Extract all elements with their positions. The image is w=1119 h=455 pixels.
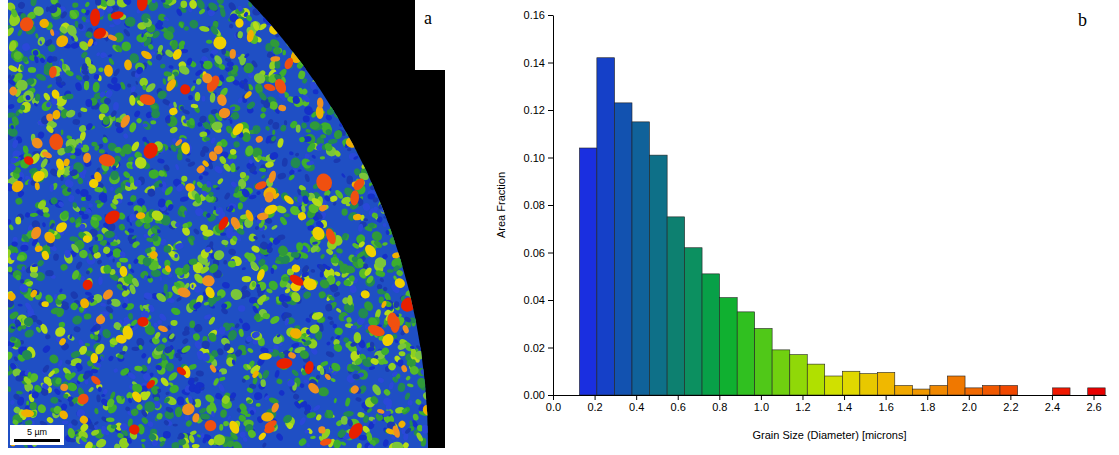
grain-map-panel: a5 µm: [2, 0, 449, 455]
grain: [28, 67, 36, 73]
figure: a5 µm0.00.20.40.60.81.01.21.41.61.82.02.…: [0, 0, 1119, 455]
